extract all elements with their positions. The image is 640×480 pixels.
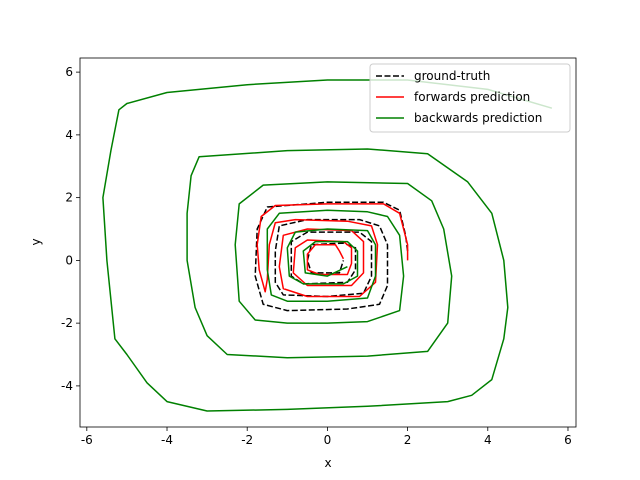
series-line (102, 79, 553, 412)
y-tick-label: 2 (65, 191, 73, 205)
legend: ground-truth forwards prediction backwards… (369, 63, 571, 133)
x-tick-label: 2 (404, 433, 412, 447)
legend-label: backwards prediction (414, 111, 542, 125)
y-tick-label: -2 (61, 316, 73, 330)
y-tick-label: 4 (65, 128, 73, 142)
plot-frame (79, 57, 577, 428)
legend-label: forwards prediction (414, 90, 530, 104)
y-tick-label: 6 (65, 65, 73, 79)
x-tick-label: 4 (484, 433, 492, 447)
y-tick-label: -4 (61, 379, 73, 393)
y-axis-label: y (29, 238, 43, 245)
x-tick-label: -2 (241, 433, 253, 447)
x-tick-label: 0 (324, 433, 332, 447)
legend-box (369, 63, 571, 133)
x-tick-label: -4 (161, 433, 173, 447)
x-tick-label: -6 (81, 433, 93, 447)
legend-label: ground-truth (414, 69, 490, 83)
series-line (256, 203, 409, 298)
x-axis-label: x (324, 456, 331, 470)
x-tick-label: 6 (564, 433, 572, 447)
y-tick-label: 0 (65, 253, 73, 267)
